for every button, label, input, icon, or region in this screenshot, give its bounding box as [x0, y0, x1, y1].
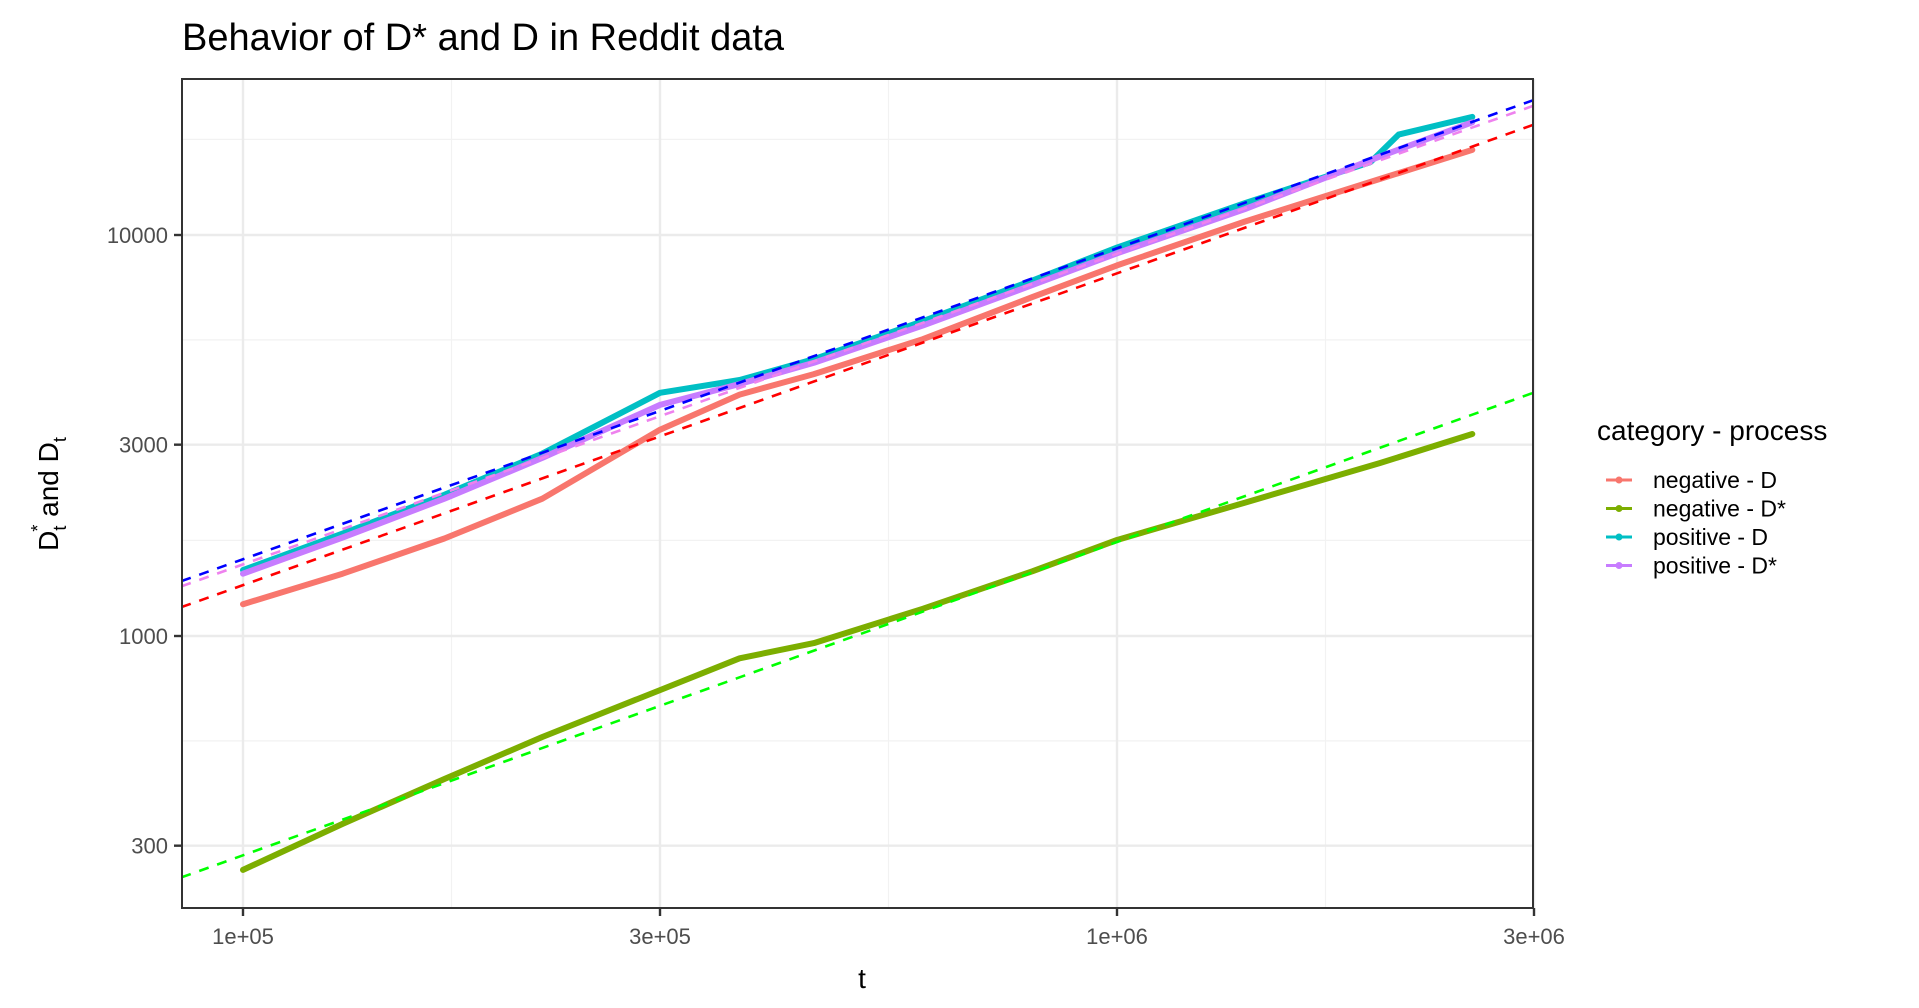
y-tick-label: 3000: [119, 433, 168, 458]
legend: category - process negative - D negative …: [1597, 415, 1827, 579]
chart-title: Behavior of D* and D in Reddit data: [182, 17, 785, 59]
legend-key-icon: [1606, 533, 1632, 541]
grid-lines: [182, 79, 1536, 908]
legend-key-icon: [1606, 505, 1632, 512]
legend-label: negative - D: [1653, 467, 1777, 493]
plot-panel-border: [181, 78, 1534, 909]
x-axis-title: t: [858, 963, 866, 994]
y-tick-label: 10000: [107, 223, 168, 248]
legend-item: positive - D*: [1606, 553, 1777, 579]
legend-item: negative - D*: [1606, 496, 1786, 522]
legend-item: positive - D: [1606, 524, 1768, 550]
x-tick-label: 3e+06: [1503, 924, 1565, 949]
series-line: [240, 431, 1476, 873]
legend-key-icon: [1606, 562, 1632, 569]
legend-title: category - process: [1597, 415, 1827, 446]
fit-line: [182, 391, 1533, 879]
fit-line: [182, 104, 1533, 588]
fit-line: [182, 98, 1533, 583]
fit-lines: [182, 98, 1533, 879]
y-axis-title: Dt* and Dt: [28, 437, 70, 551]
y-tick-label: 300: [131, 834, 168, 859]
y-axis: 300 1000 3000 10000: [107, 223, 182, 859]
x-axis: 1e+05 3e+05 1e+06 3e+06: [212, 908, 1565, 949]
x-tick-label: 3e+05: [629, 924, 691, 949]
legend-label: positive - D*: [1653, 553, 1777, 579]
fit-line: [182, 123, 1533, 609]
legend-key-icon: [1606, 476, 1632, 484]
legend-label: positive - D: [1653, 524, 1768, 550]
legend-item: negative - D: [1606, 467, 1777, 493]
x-tick-label: 1e+06: [1086, 924, 1148, 949]
legend-label: negative - D*: [1653, 496, 1786, 522]
x-tick-label: 1e+05: [212, 924, 274, 949]
y-tick-label: 1000: [119, 624, 168, 649]
series-line: [240, 146, 1476, 608]
